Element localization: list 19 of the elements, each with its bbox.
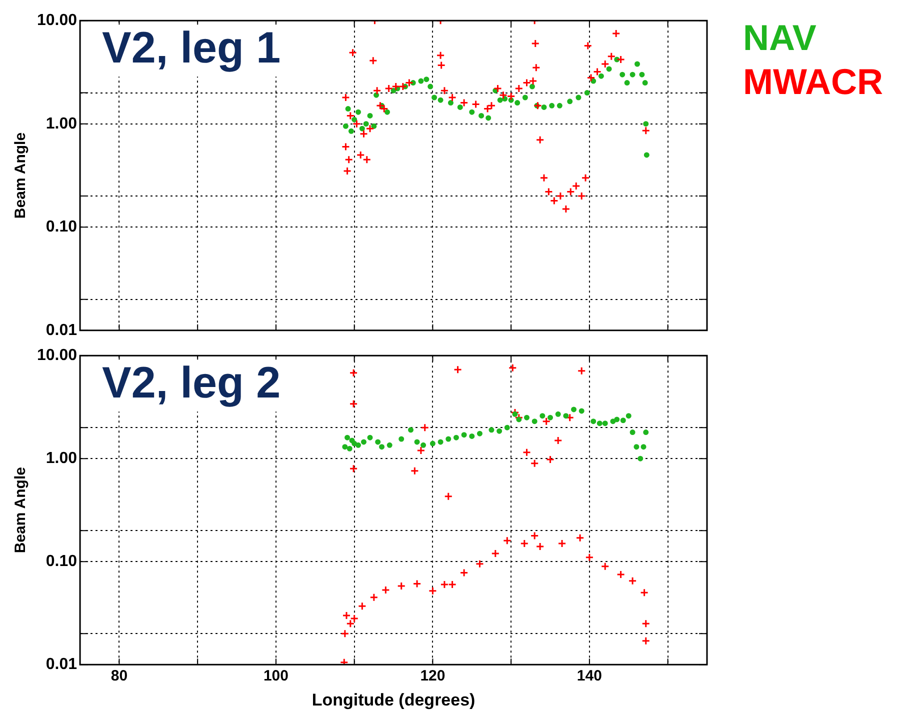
y-tick-label: 0.10: [46, 218, 78, 236]
chart-title: V2, leg 2: [102, 358, 281, 408]
y-tick-label: 10.00: [36, 12, 78, 30]
text: NAV: [743, 16, 818, 60]
y-tick-label: 0.01: [46, 656, 78, 674]
y-tick-label: 0.01: [46, 322, 78, 339]
x-tick-label: 80: [110, 668, 128, 685]
y-tick-label: 0.10: [46, 553, 78, 570]
y-tick-label: 1.00: [46, 115, 78, 132]
y-axis-title: Beam Angle: [12, 467, 30, 554]
x-tick-label: 120: [420, 668, 446, 685]
y-tick-label: 10.00: [36, 347, 78, 364]
chart-title: V2, leg 1: [102, 24, 281, 73]
y-tick-label: 1.00: [46, 450, 78, 468]
x-tick-label: 140: [576, 668, 602, 685]
x-tick-label: 100: [263, 668, 288, 685]
y-axis-title: Beam Angle: [12, 132, 30, 219]
x-axis-title: Longitude (degrees): [312, 690, 476, 710]
text: MWACR: [743, 60, 883, 104]
